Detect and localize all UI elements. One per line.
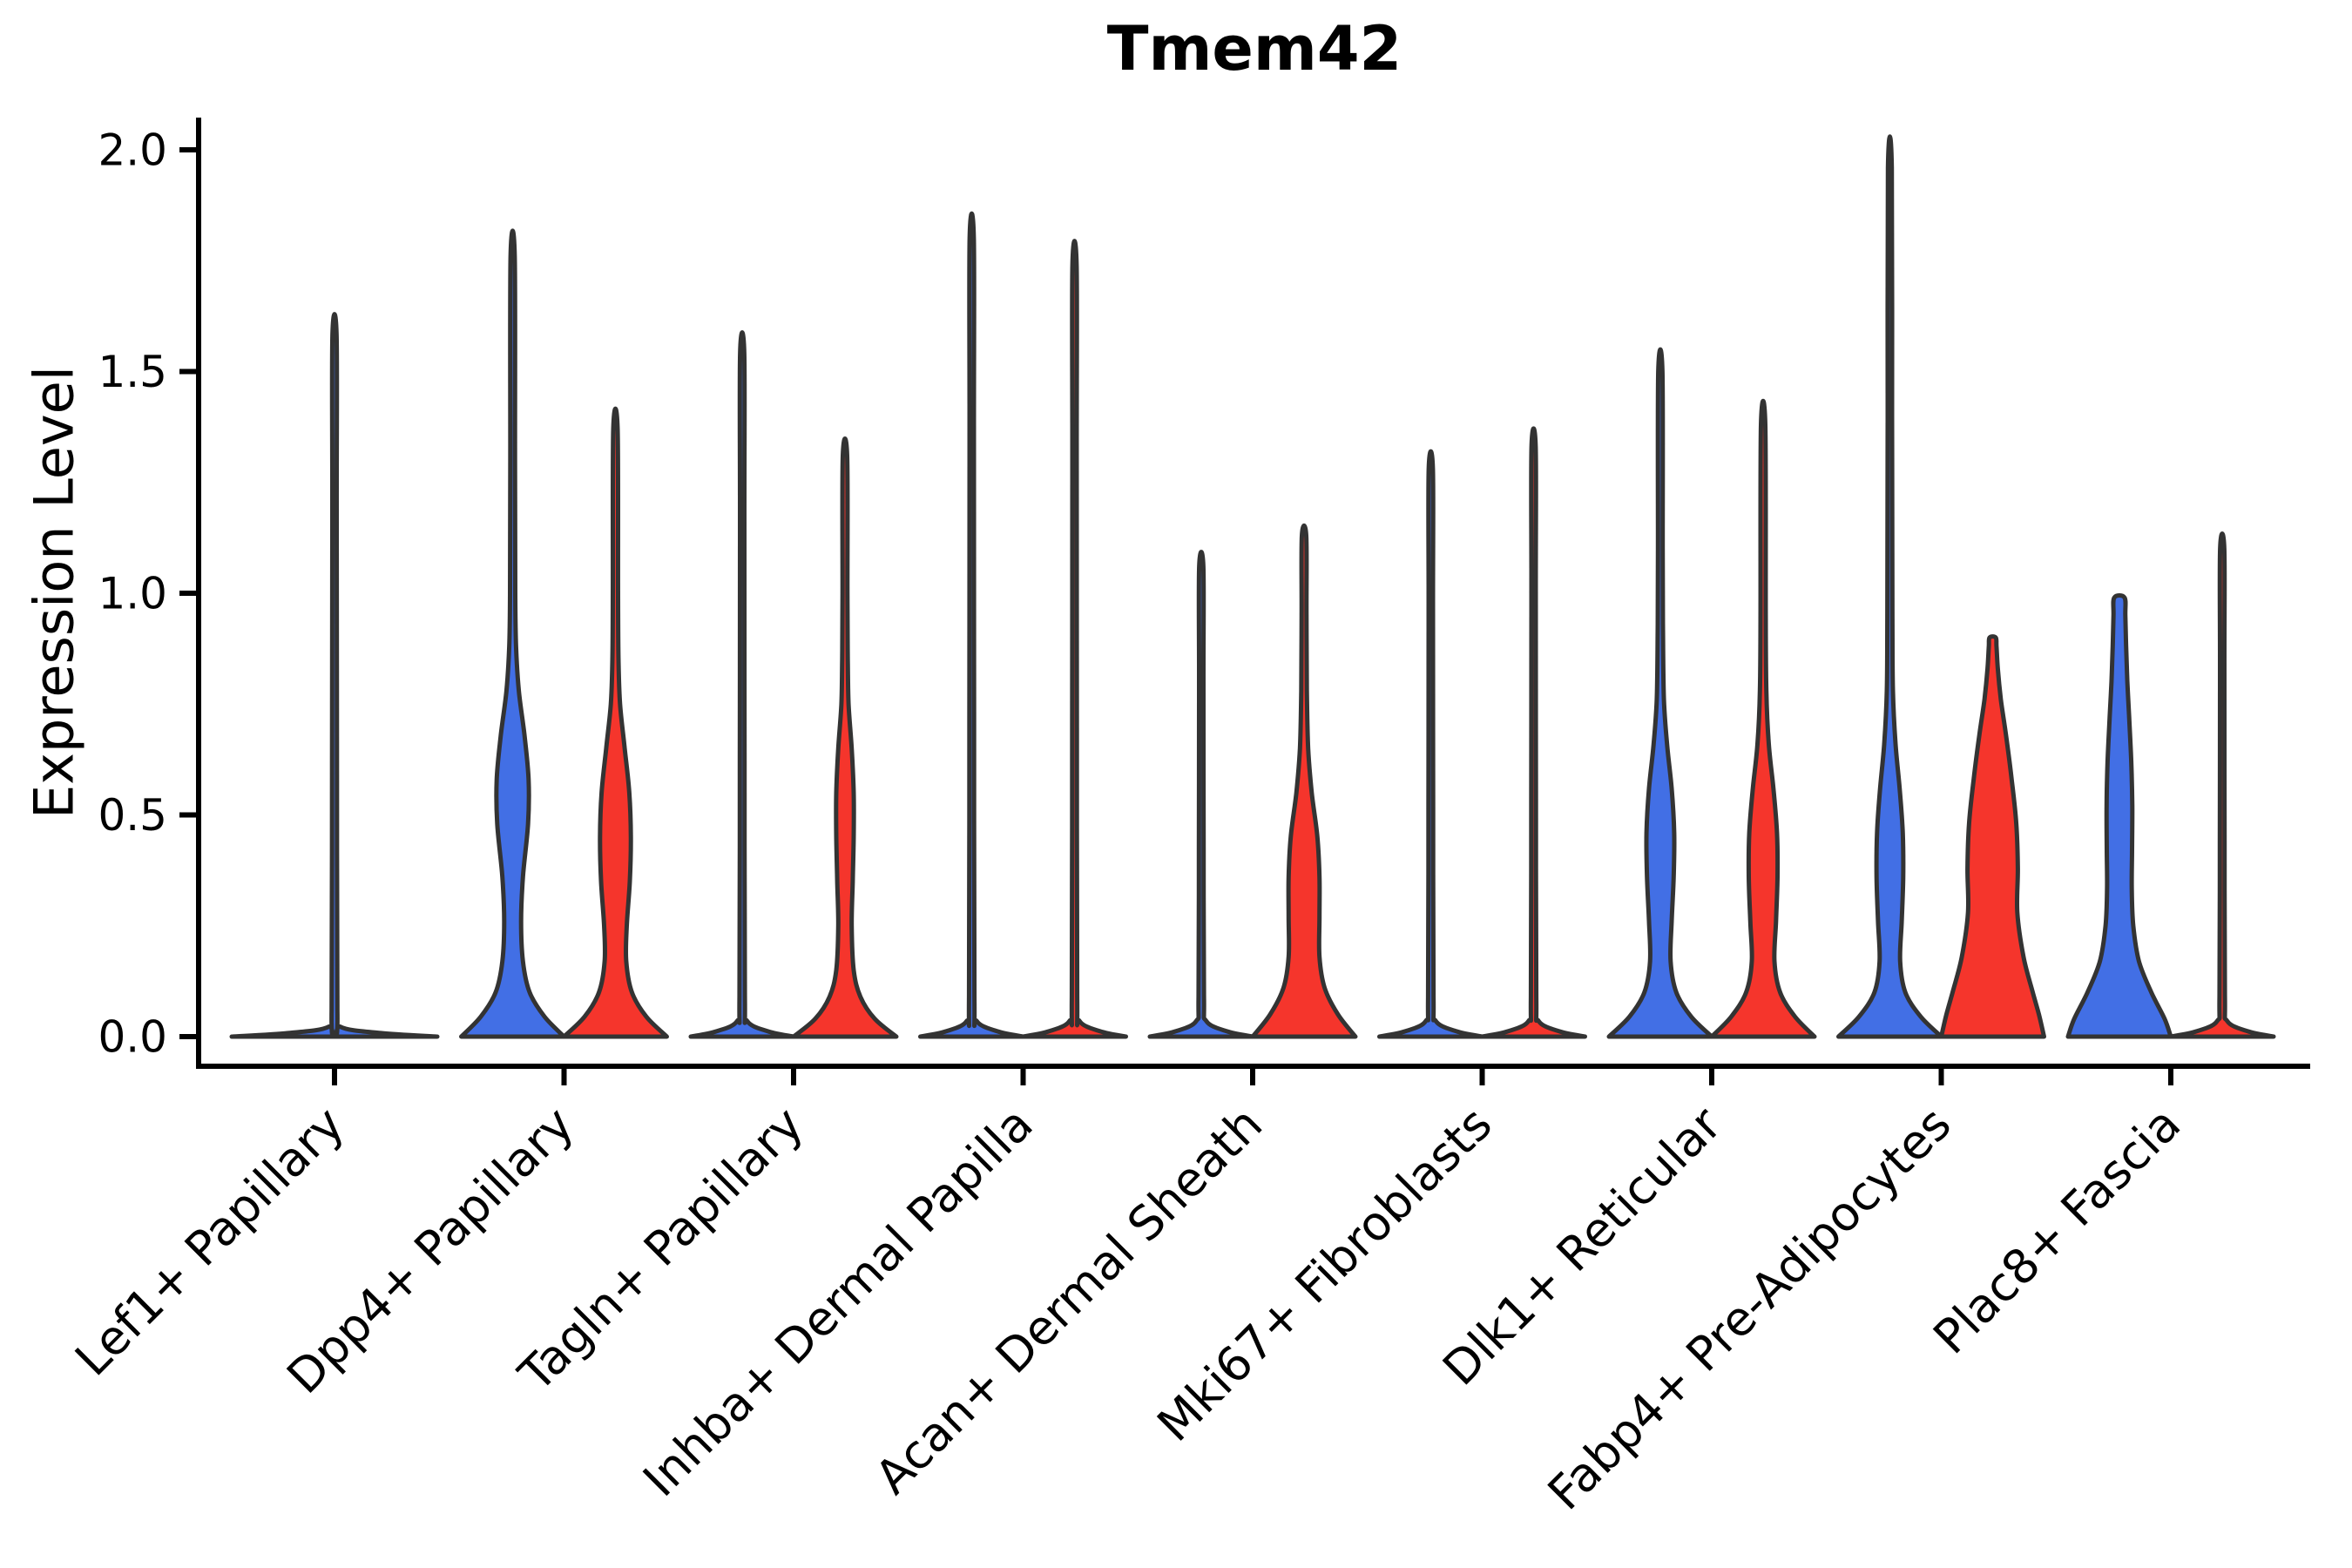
x-tick-label: Inhba+ Dermal Papilla <box>632 1097 1043 1507</box>
violin-inhba-blue <box>918 212 1025 1039</box>
y-tick-label: 0.5 <box>98 790 167 841</box>
x-tick-label: Acan+ Dermal Sheath <box>865 1097 1273 1504</box>
violin-dpp4-blue <box>459 228 566 1039</box>
violin-fabp4-red <box>1939 634 2046 1039</box>
violin-fabp4-blue <box>1836 134 1943 1039</box>
violin-plac8-blue <box>2065 593 2173 1039</box>
violin-tagln-blue <box>688 330 796 1039</box>
chart-title: Tmem42 <box>1106 13 1402 84</box>
x-tick-label: Plac8+ Fascia <box>1923 1097 2191 1365</box>
y-tick-label: 2.0 <box>98 125 167 176</box>
violin-inhba-red <box>1021 239 1128 1039</box>
violin-acan-blue <box>1147 550 1255 1039</box>
violin-plac8-red <box>2168 531 2276 1039</box>
y-axis-title: Expression Level <box>22 366 86 819</box>
violin-dlk1-blue <box>1606 347 1714 1039</box>
x-tick-label: Fabp4+ Pre-Adipocytes <box>1538 1097 1962 1521</box>
violin-dpp4-red <box>562 406 669 1039</box>
violin-lef1-blue <box>229 312 440 1039</box>
y-tick-label: 1.5 <box>98 347 167 397</box>
violin-dlk1-red <box>1709 399 1817 1039</box>
y-tick-label: 0.0 <box>98 1012 167 1063</box>
violin-tagln-red <box>791 436 899 1039</box>
violin-acan-red <box>1250 523 1358 1039</box>
y-tick-label: 1.0 <box>98 569 167 619</box>
violin-mki67-red <box>1480 426 1587 1039</box>
violin-mki67-blue <box>1377 449 1484 1039</box>
